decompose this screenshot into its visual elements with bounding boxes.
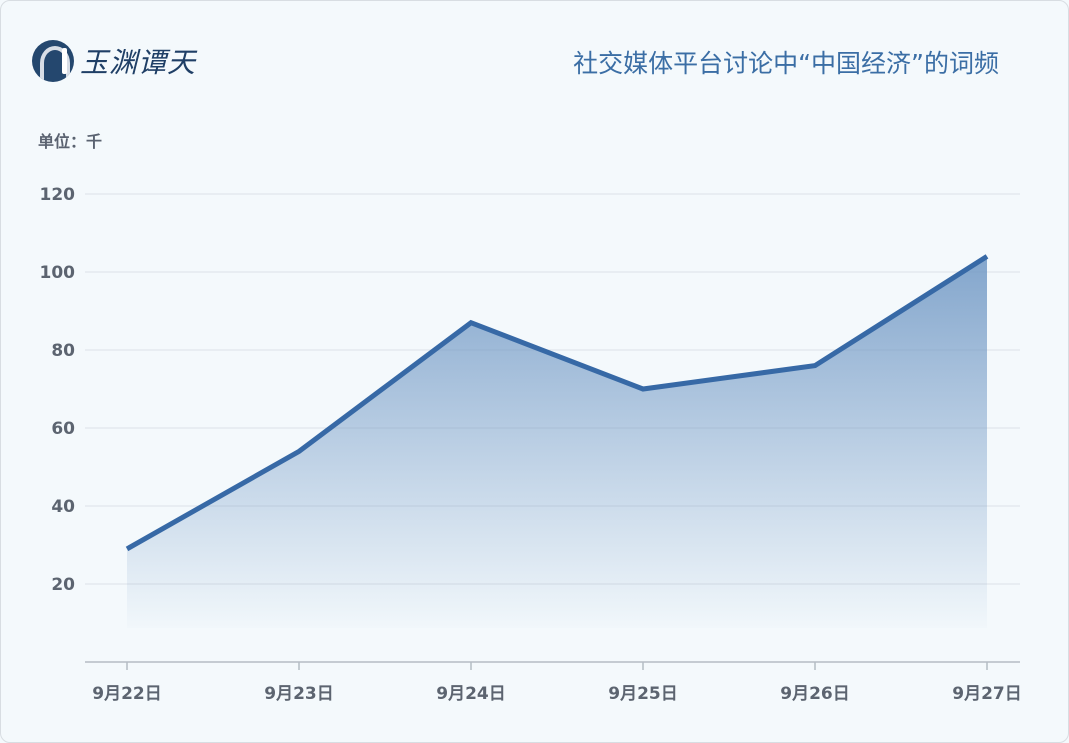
x-tick-label: 9月23日 — [264, 684, 334, 704]
x-tick-label: 9月26日 — [780, 684, 850, 704]
logo-text: 玉渊谭天 — [80, 46, 197, 79]
x-tick-label: 9月24日 — [436, 684, 506, 704]
y-tick-label: 60 — [51, 419, 75, 439]
x-tick-label: 9月27日 — [952, 684, 1022, 704]
logo: 玉渊谭天 — [32, 40, 196, 82]
unit-label: 单位：千 — [38, 132, 103, 151]
y-tick-label: 120 — [40, 185, 76, 205]
y-tick-label: 80 — [51, 341, 75, 361]
x-tick-label: 9月25日 — [608, 684, 678, 704]
chart-title: 社交媒体平台讨论中“中国经济”的词频 — [573, 49, 999, 78]
y-tick-label: 100 — [40, 263, 76, 283]
series-line — [125, 254, 989, 552]
x-tick-label: 9月22日 — [92, 684, 162, 704]
y-tick-label: 20 — [51, 575, 75, 595]
logo-icon — [32, 40, 74, 82]
y-tick-label: 40 — [51, 497, 75, 517]
area-fill — [127, 256, 987, 628]
